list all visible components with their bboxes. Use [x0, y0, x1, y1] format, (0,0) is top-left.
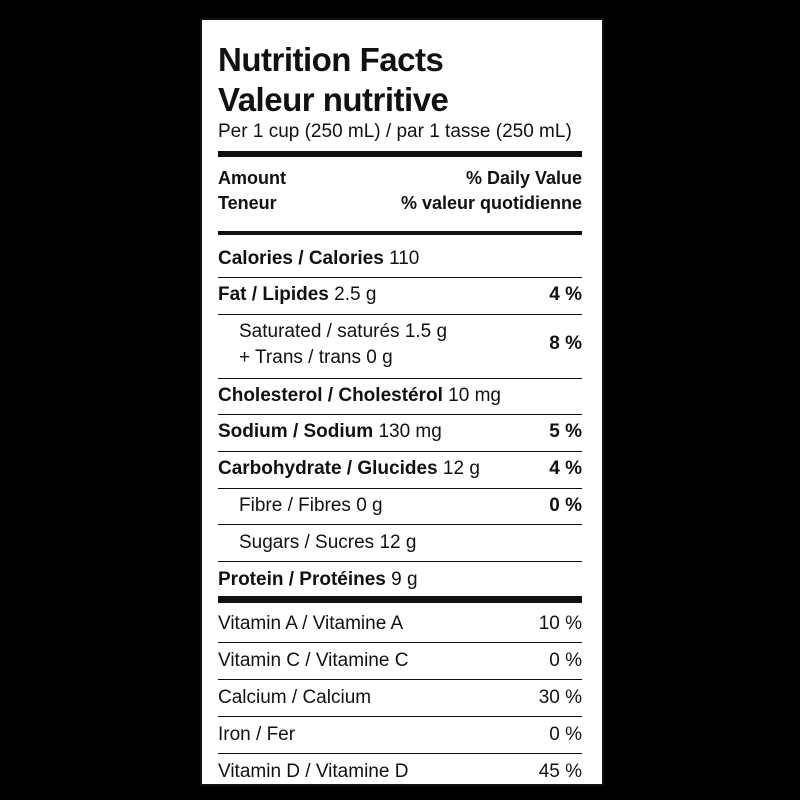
carbohydrate-label: Carbohydrate / Glucides	[218, 458, 438, 479]
iron-daily-value: 0 %	[549, 724, 582, 745]
nutrition-facts-panel: Nutrition Facts Valeur nutritive Per 1 c…	[200, 18, 604, 786]
thick-rule-bottom	[218, 596, 582, 603]
divider	[218, 561, 582, 562]
vitamin-a-daily-value: 10 %	[538, 613, 582, 634]
fat-daily-value: 4 %	[549, 284, 582, 305]
sugars-label: Sugars / Sucres 12 g	[239, 532, 417, 553]
fibre-daily-value: 0 %	[549, 495, 582, 516]
nutrition-facts-content: Nutrition Facts Valeur nutritive Per 1 c…	[218, 20, 582, 784]
sodium-daily-value: 5 %	[549, 421, 582, 442]
calcium-daily-value: 30 %	[538, 687, 582, 708]
protein-label: Protein / Protéines	[218, 569, 386, 590]
sodium-amount: 130 mg	[378, 421, 442, 442]
divider	[218, 753, 582, 754]
trans-label: + Trans / trans 0 g	[239, 347, 393, 368]
divider	[218, 277, 582, 278]
vitamin-a-label: Vitamin A / Vitamine A	[218, 613, 404, 634]
divider	[218, 642, 582, 643]
iron-label: Iron / Fer	[218, 724, 296, 745]
saturated-daily-value: 8 %	[549, 333, 582, 354]
fibre-label: Fibre / Fibres 0 g	[239, 495, 383, 516]
divider	[218, 524, 582, 525]
calories-amount: 110	[389, 248, 420, 269]
vitamin-c-label: Vitamin C / Vitamine C	[218, 650, 409, 671]
teneur-header: Teneur	[218, 193, 277, 213]
amount-header: Amount	[218, 168, 286, 188]
daily-value-header-fr: % valeur quotidienne	[400, 193, 582, 213]
calcium-label: Calcium / Calcium	[218, 687, 372, 708]
serving-size: Per 1 cup (250 mL) / par 1 tasse (250 mL…	[218, 121, 572, 142]
daily-value-header-en: % Daily Value	[465, 168, 582, 188]
sodium-label: Sodium / Sodium	[218, 421, 374, 442]
title-english: Nutrition Facts	[218, 41, 444, 78]
divider	[218, 414, 582, 415]
carbohydrate-amount: 12 g	[442, 458, 480, 479]
calories-label: Calories / Calories	[218, 248, 384, 269]
saturated-label: Saturated / saturés 1.5 g	[239, 321, 448, 342]
cholesterol-amount: 10 mg	[448, 385, 501, 406]
carbohydrate-daily-value: 4 %	[549, 458, 582, 479]
fat-label: Fat / Lipides	[218, 284, 329, 305]
vitamin-c-daily-value: 0 %	[549, 650, 582, 671]
divider	[218, 679, 582, 680]
cholesterol-label: Cholesterol / Cholestérol	[218, 385, 443, 406]
vitamin-d-label: Vitamin D / Vitamine D	[218, 761, 409, 782]
fat-amount: 2.5 g	[334, 284, 377, 305]
title-french: Valeur nutritive	[218, 81, 449, 118]
thick-rule-top	[218, 151, 582, 157]
protein-amount: 9 g	[391, 569, 418, 590]
divider	[218, 451, 582, 452]
divider	[218, 716, 582, 717]
vitamin-d-daily-value: 45 %	[538, 761, 582, 782]
divider	[218, 314, 582, 315]
divider	[218, 488, 582, 489]
divider	[218, 378, 582, 379]
medium-rule	[218, 231, 582, 235]
